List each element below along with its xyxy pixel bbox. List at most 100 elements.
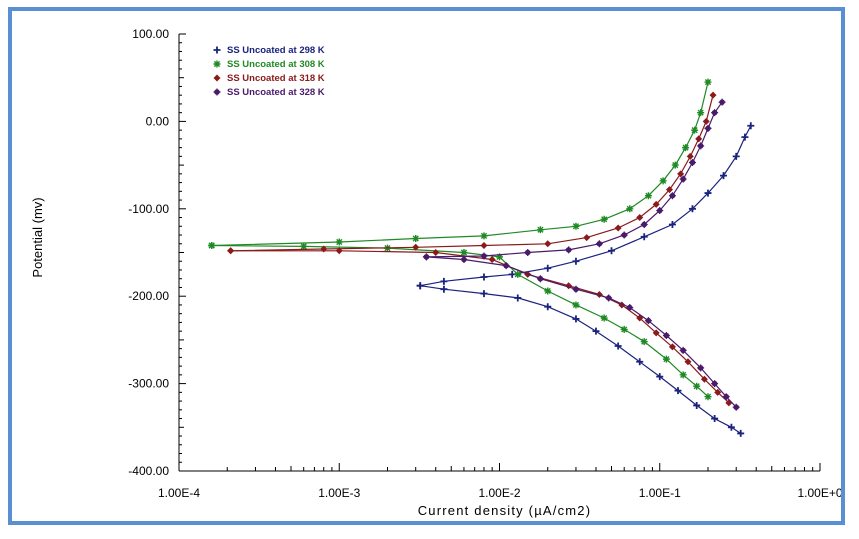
series-4-cathodic-line xyxy=(426,256,737,408)
axes xyxy=(178,33,821,472)
series-1-point xyxy=(747,122,755,130)
series-1-point xyxy=(711,415,719,423)
series-4-point xyxy=(460,255,468,263)
series-1-point xyxy=(416,282,424,290)
series-2-point xyxy=(496,253,503,261)
series-1-point xyxy=(674,387,682,395)
series-4-point xyxy=(697,364,705,372)
series-1-point xyxy=(544,264,552,272)
series-2-point xyxy=(640,338,648,346)
series-4-point xyxy=(480,252,488,260)
series-3-point xyxy=(636,214,644,222)
series-4-point xyxy=(679,346,687,354)
series-2-point xyxy=(644,192,652,200)
series-2-point xyxy=(572,301,580,309)
series-2-point xyxy=(514,270,522,278)
series-4-point xyxy=(662,332,670,340)
series-4-point xyxy=(422,253,430,261)
x-tick-label: 1.00E-2 xyxy=(478,486,520,500)
series-3-point xyxy=(709,91,717,99)
series-1-anodic-line xyxy=(420,125,752,287)
series-2-point xyxy=(460,249,468,256)
series-4-point xyxy=(502,262,510,270)
y-tick-label: 100.00 xyxy=(132,27,169,41)
series-4-point xyxy=(711,109,719,117)
series-4-point xyxy=(524,249,532,256)
series-3-point xyxy=(700,375,708,383)
series-1-point xyxy=(592,327,600,335)
series-4-point xyxy=(626,304,634,312)
y-axis-title: Potential (mv) xyxy=(30,197,45,277)
tick-labels: 100.00 0.00 -100.00 -200.00 -300.00 -400.00 1.… xyxy=(128,27,841,500)
series-1-point xyxy=(440,285,448,293)
series-4-point xyxy=(656,207,664,215)
series-3-anodic-line xyxy=(230,95,714,252)
series-2-point xyxy=(335,238,343,246)
series-4-point xyxy=(722,393,730,401)
x-tick-label: 1.00E-3 xyxy=(318,486,360,500)
series-2-point xyxy=(536,226,544,234)
series-4-anodic-line xyxy=(426,101,723,258)
series-3-point xyxy=(583,234,591,242)
series-2-point xyxy=(659,177,667,185)
polarization-chart: 100.00 0.00 -100.00 -200.00 -300.00 -400.00 1.… xyxy=(30,27,841,518)
series-1-point xyxy=(704,189,712,197)
x-tick-label: 1.00E-1 xyxy=(639,486,681,500)
series-2-point xyxy=(704,393,712,401)
series-4-point xyxy=(572,285,580,293)
series-2-point xyxy=(626,205,634,213)
series-4-point xyxy=(711,380,719,388)
series-4 xyxy=(422,98,740,411)
series-4-point xyxy=(595,240,603,248)
series-3-point xyxy=(432,249,440,256)
series-1-point xyxy=(688,205,696,213)
series-3-point xyxy=(488,255,496,263)
series-4-point xyxy=(668,192,676,200)
y-tick-label: -300.00 xyxy=(128,377,169,391)
series-2-point xyxy=(620,325,628,333)
legend-marker-3 xyxy=(213,74,221,82)
y-tick-label: 0.00 xyxy=(146,114,170,128)
series-2-point xyxy=(679,371,687,379)
series-1-point xyxy=(608,247,616,255)
series-3-point xyxy=(695,135,703,143)
series-1-point xyxy=(741,133,749,141)
series-4-point xyxy=(605,294,613,302)
legend-label-3: SS Uncoated at 318 K xyxy=(227,73,325,84)
legend-label-4: SS Uncoated at 328 K xyxy=(227,87,325,98)
series-4-point xyxy=(688,158,696,166)
series-1-point xyxy=(514,294,522,302)
series-3-point xyxy=(227,247,235,255)
series-3-point xyxy=(614,224,622,232)
series-2-point xyxy=(671,161,679,169)
series-2-cathodic-line xyxy=(211,244,709,398)
series-2-point xyxy=(662,355,670,363)
series-1-point xyxy=(668,221,676,229)
series-1-point xyxy=(480,290,488,298)
series-3 xyxy=(227,91,733,407)
series-3-cathodic-line xyxy=(230,250,730,404)
series-1 xyxy=(416,122,755,437)
chart-frame: 100.00 0.00 -100.00 -200.00 -300.00 -400.00 1.… xyxy=(8,7,845,525)
series-4-point xyxy=(697,142,705,150)
series-1-point xyxy=(614,342,622,350)
series-1-point xyxy=(572,257,580,265)
series-2-point xyxy=(600,215,608,223)
series-4-point xyxy=(679,175,687,183)
series-2-point xyxy=(691,126,699,134)
series-1-point xyxy=(720,172,728,180)
series-1-point xyxy=(640,233,648,241)
series-1-point xyxy=(732,152,740,160)
series-1-point xyxy=(544,303,552,311)
series-4-point xyxy=(732,403,740,411)
series-3-point xyxy=(686,152,694,160)
series-4-point xyxy=(620,231,628,239)
series-3-point xyxy=(480,242,488,250)
series-3-point xyxy=(320,245,328,253)
series-1-point xyxy=(572,315,580,323)
series-2-point xyxy=(697,109,705,117)
series-4-point xyxy=(718,98,726,106)
series-3-point xyxy=(412,243,420,251)
series-1-point xyxy=(656,373,664,381)
series-3-point xyxy=(652,329,660,337)
